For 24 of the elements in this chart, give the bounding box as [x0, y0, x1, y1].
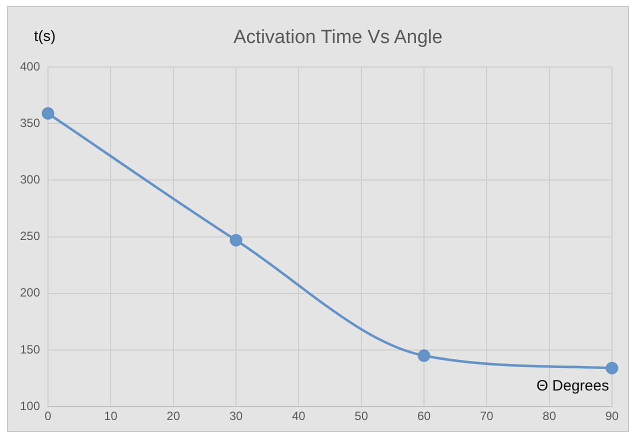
- y-tick-label: 150: [20, 342, 40, 356]
- x-tick-label: 30: [229, 409, 244, 424]
- x-tick-label: 80: [542, 409, 556, 424]
- y-tick-label: 350: [20, 116, 40, 130]
- x-axis-title: Θ Degrees: [536, 378, 609, 395]
- y-tick-label: 400: [20, 59, 40, 74]
- point: [230, 234, 242, 246]
- x-tick-label: 40: [292, 409, 306, 424]
- y-tick-label: 200: [20, 286, 40, 300]
- x-tick-label: 0: [44, 409, 52, 424]
- point: [418, 349, 430, 362]
- x-tick-label: 50: [354, 409, 368, 424]
- y-tick-label: 100: [20, 398, 40, 413]
- point: [606, 362, 618, 374]
- y-tick-label: 250: [20, 229, 40, 244]
- point: [42, 107, 54, 120]
- x-tick-label: 90: [605, 409, 619, 424]
- x-tick-label: 60: [417, 409, 431, 424]
- x-tick-label: 70: [480, 409, 494, 424]
- chart-title: Activation Time Vs Angle: [233, 27, 443, 48]
- x-tick-label: 20: [166, 409, 180, 424]
- y-axis-title: t(s): [34, 28, 56, 46]
- y-tick-label: 300: [20, 172, 40, 187]
- x-tick-label: 10: [104, 409, 118, 424]
